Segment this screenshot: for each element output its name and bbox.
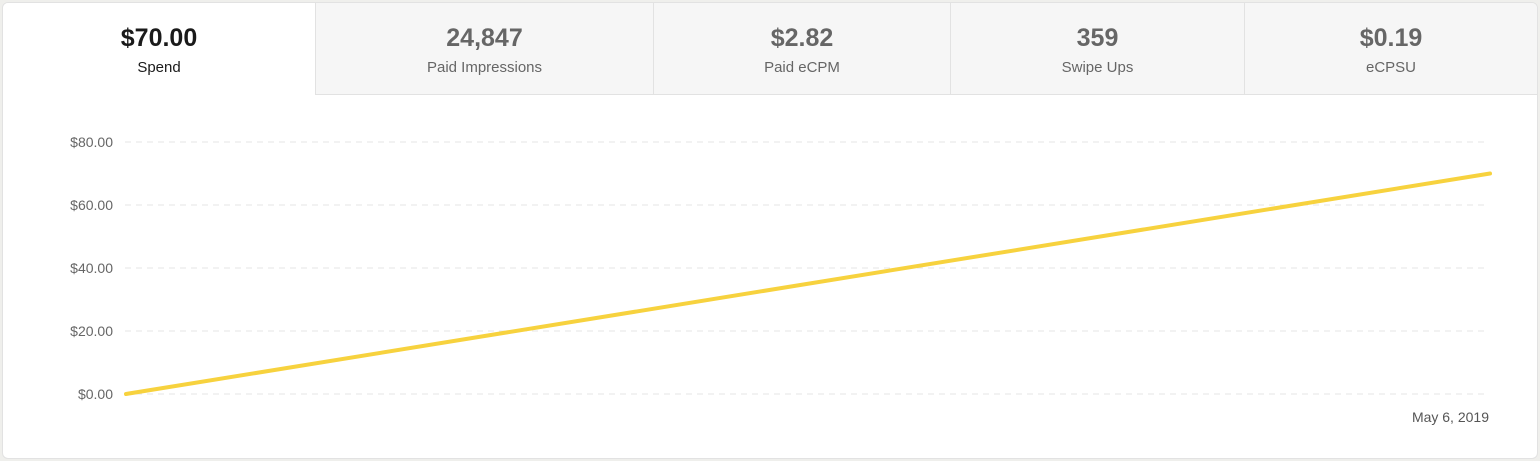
tab-value: 24,847 (446, 24, 523, 52)
y-tick-label: $0.00 (78, 386, 113, 402)
series-line (124, 171, 1492, 396)
x-tick-label: May 6, 2019 (1412, 409, 1489, 425)
tab-value: $70.00 (120, 24, 198, 52)
y-tick-label: $60.00 (70, 197, 113, 213)
tab-spend[interactable]: $70.00 Spend (3, 3, 315, 95)
tab-swipe-ups[interactable]: 359 Swipe Ups (950, 3, 1244, 95)
tab-label: Paid Impressions (426, 59, 543, 76)
y-tick-label: $40.00 (70, 260, 113, 276)
tab-paid-ecpm[interactable]: $2.82 Paid eCPM (653, 3, 950, 95)
tab-label: Spend (137, 59, 181, 76)
tab-ecpsu[interactable]: $0.19 eCPSU (1244, 3, 1537, 95)
tab-label: eCPSU (1365, 59, 1417, 76)
tab-paid-impressions[interactable]: 24,847 Paid Impressions (315, 3, 653, 95)
tab-value: $0.19 (1359, 24, 1423, 52)
tab-label: Paid eCPM (764, 59, 840, 76)
metric-tabs: $70.00 Spend 24,847 Paid Impressions $2.… (3, 3, 1537, 95)
y-tick-label: $80.00 (70, 134, 113, 150)
tab-label: Swipe Ups (1061, 59, 1134, 76)
tab-value: $2.82 (770, 24, 834, 52)
y-tick-label: $20.00 (70, 323, 113, 339)
tab-value: 359 (1076, 24, 1119, 52)
